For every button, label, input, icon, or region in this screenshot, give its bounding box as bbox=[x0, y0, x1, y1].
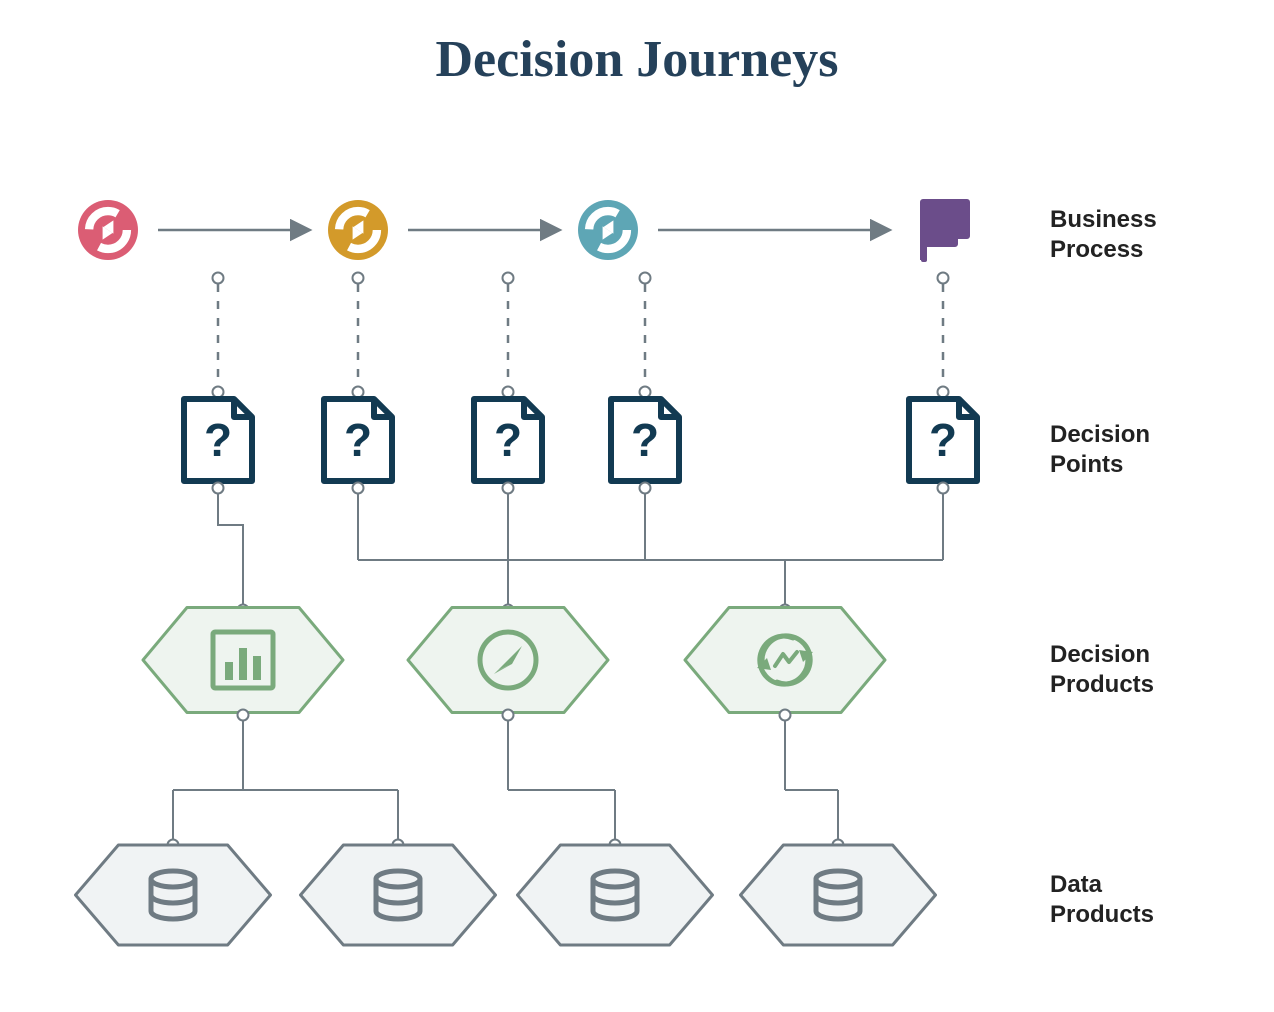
dp-3: ? bbox=[474, 399, 542, 481]
diagram-canvas: Decision Journeys Business Process Decis… bbox=[0, 0, 1274, 1012]
svg-text:?: ? bbox=[631, 414, 659, 466]
dp-2: ? bbox=[324, 399, 392, 481]
diagram-svg: ????? bbox=[0, 0, 1274, 1012]
dp-5: ? bbox=[909, 399, 977, 481]
svg-text:?: ? bbox=[204, 414, 232, 466]
data-2 bbox=[301, 845, 496, 945]
svg-text:?: ? bbox=[344, 414, 372, 466]
process-2 bbox=[328, 200, 388, 260]
data-1 bbox=[76, 845, 271, 945]
process-3 bbox=[578, 200, 638, 260]
dp-1: ? bbox=[184, 399, 252, 481]
dp-4: ? bbox=[611, 399, 679, 481]
data-4 bbox=[741, 845, 936, 945]
svg-text:?: ? bbox=[929, 414, 957, 466]
svg-text:?: ? bbox=[494, 414, 522, 466]
connector bbox=[218, 494, 243, 604]
process-flag bbox=[921, 200, 967, 262]
data-3 bbox=[518, 845, 713, 945]
dprod-3 bbox=[685, 608, 885, 713]
process-1 bbox=[78, 200, 138, 260]
